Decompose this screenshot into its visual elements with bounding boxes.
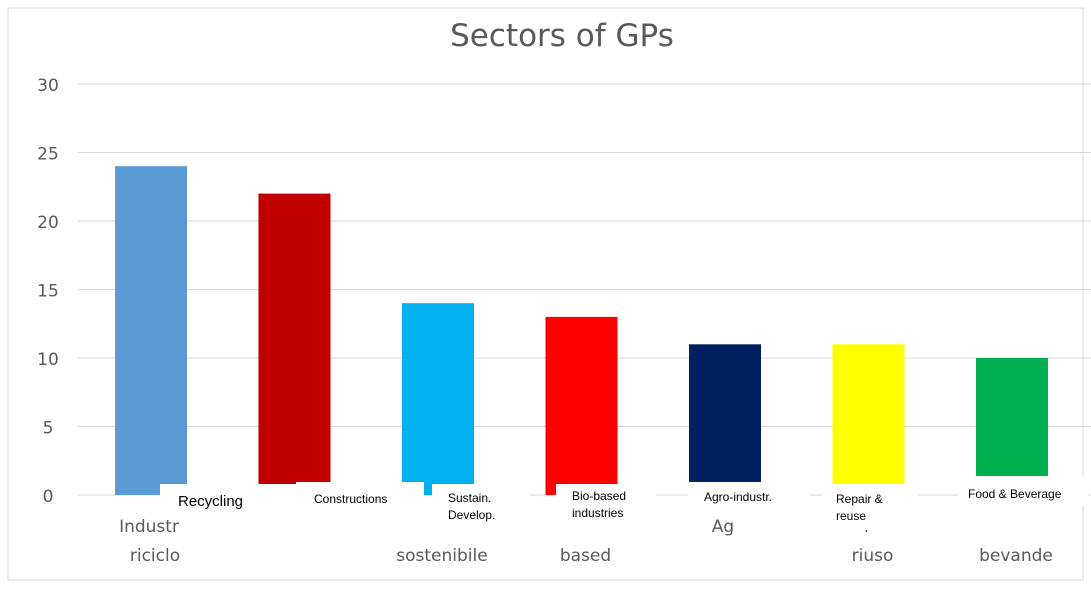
y-axis-ticks: 0 5 10 15 20 25 30 bbox=[37, 76, 59, 507]
bar bbox=[976, 358, 1048, 495]
x-axis-text-fragment: riuso bbox=[852, 546, 894, 566]
y-tick-label: 15 bbox=[37, 282, 59, 302]
x-axis-text-fragment: riciclo bbox=[130, 546, 180, 566]
y-tick-label: 5 bbox=[43, 419, 54, 439]
y-tick-label: 0 bbox=[43, 487, 54, 507]
bar bbox=[545, 316, 618, 495]
x-axis-text-fragment: Industr bbox=[119, 517, 179, 537]
category-label: Constructions bbox=[296, 482, 424, 520]
bar bbox=[258, 193, 331, 495]
bar bbox=[689, 344, 761, 495]
x-axis-text-fragment: sostenibile bbox=[396, 546, 487, 566]
bar bbox=[115, 166, 187, 495]
y-tick-label: 25 bbox=[37, 145, 59, 165]
category-label: Sustain. Develop. bbox=[432, 484, 530, 526]
bar bbox=[402, 303, 474, 495]
x-axis-text-fragment: Ag bbox=[712, 517, 734, 537]
y-tick-label: 10 bbox=[37, 350, 59, 370]
y-tick-label: 20 bbox=[37, 213, 59, 233]
category-label: Food & Beverage bbox=[958, 476, 1088, 506]
bar bbox=[832, 344, 905, 495]
category-label: Repair & reuse bbox=[822, 484, 918, 530]
bars bbox=[115, 166, 1048, 495]
category-label: Bio-based industries bbox=[556, 484, 656, 528]
underlying-x-axis-text: IndustrAgiriciclosostenibilebasedriusobe… bbox=[119, 517, 1053, 566]
chart-title: Sectors of GPs bbox=[450, 18, 674, 54]
category-label: Agro-industr. bbox=[688, 482, 810, 510]
x-axis-text-fragment: based bbox=[560, 546, 611, 566]
x-axis-text-fragment: bevande bbox=[979, 546, 1053, 566]
y-tick-label: 30 bbox=[37, 76, 59, 96]
category-label: Recycling bbox=[160, 484, 298, 520]
